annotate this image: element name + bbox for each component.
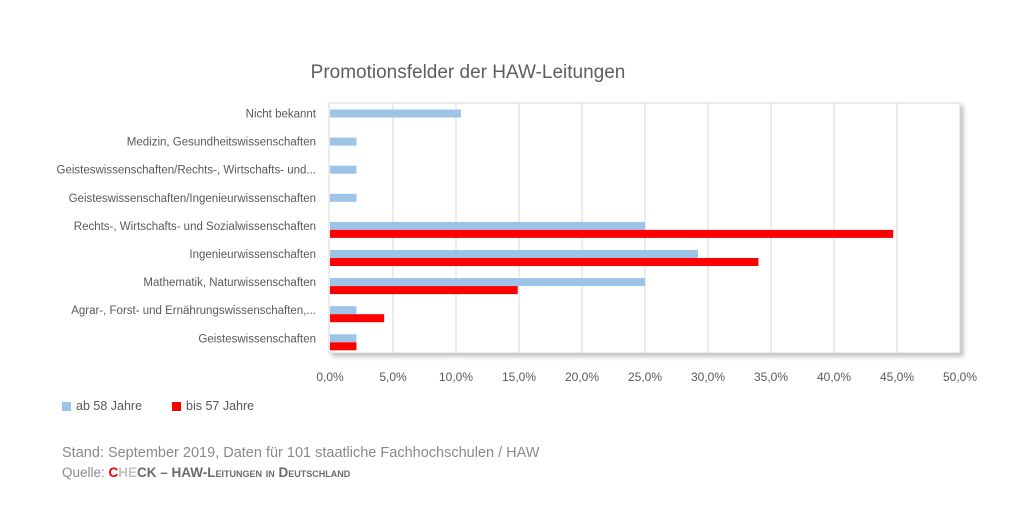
- legend-item-bis-57: bis 57 Jahre: [172, 399, 254, 413]
- source-line: Quelle: CHECK – HAW-Leitungen in Deutsch…: [62, 465, 350, 480]
- x-tick-label: 25,0%: [628, 370, 662, 384]
- category-label: Rechts-, Wirtschafts- und Sozialwissensc…: [74, 221, 316, 233]
- legend-label: bis 57 Jahre: [186, 399, 255, 413]
- brand-c: C: [108, 465, 119, 480]
- x-tick-label: 5,0%: [379, 370, 407, 384]
- bar-chart: Nicht bekannt Medizin, Gesundheitswissens…: [57, 102, 977, 384]
- category-label: Geisteswissenschaften: [198, 333, 316, 345]
- bar-ab-58: [330, 165, 357, 174]
- bar-bis-57: [330, 229, 894, 238]
- bar-ab-58: [330, 137, 357, 146]
- x-tick-label: 35,0%: [754, 370, 788, 384]
- category-label: Geisteswissenschaften/Ingenieurwissensch…: [69, 193, 316, 205]
- bar-ab-58: [330, 221, 645, 230]
- category-label: Medizin, Gesundheitswissenschaften: [127, 137, 316, 149]
- bars: [330, 109, 894, 351]
- category-label: Geisteswissenschaften/Rechts-, Wirtschaf…: [57, 165, 316, 177]
- source-prefix: Quelle:: [62, 465, 109, 480]
- bar-bis-57: [330, 342, 357, 351]
- legend-item-ab-58: ab 58 Jahre: [62, 399, 142, 413]
- category-label: Mathematik, Naturwissenschaften: [143, 277, 316, 289]
- legend-swatch-red: [172, 401, 182, 411]
- x-tick-label: 0,0%: [316, 370, 344, 384]
- brand-he: HE: [118, 465, 138, 480]
- bar-bis-57: [330, 314, 385, 323]
- category-label: Ingenieurwissenschaften: [189, 249, 316, 261]
- bar-ab-58: [330, 109, 462, 118]
- brand-ck: CK: [137, 465, 157, 480]
- x-tick-label: 10,0%: [439, 370, 473, 384]
- bar-ab-58: [330, 278, 645, 287]
- source-title: – HAW-Leitungen in Deutschland: [156, 465, 351, 480]
- bar-ab-58: [330, 250, 698, 258]
- bar-bis-57: [330, 258, 759, 266]
- category-labels: Nicht bekannt Medizin, Gesundheitswissens…: [57, 109, 317, 346]
- legend-swatch-blue: [62, 401, 71, 411]
- x-tick-label: 50,0%: [943, 370, 977, 384]
- check-logo: CHECK: [109, 465, 157, 480]
- category-label: Nicht bekannt: [246, 109, 317, 121]
- bar-ab-58: [330, 193, 357, 202]
- data-note: Stand: September 2019, Daten für 101 sta…: [62, 445, 540, 461]
- category-label: Agrar-, Forst- und Ernährungswissenschaf…: [71, 305, 316, 317]
- x-tick-label: 45,0%: [880, 370, 914, 384]
- x-tick-label: 20,0%: [565, 370, 599, 384]
- bar-ab-58: [330, 306, 357, 315]
- chart-title-text: Promotionsfelder der HAW-Leitungen: [310, 62, 626, 83]
- x-axis-ticks: 0,0% 5,0% 10,0% 15,0% 20,0% 25,0% 30,0% 35,0% 40…: [316, 370, 977, 384]
- chart-title: Promotionsfelder der HAW-Leitungen: [0, 62, 924, 84]
- x-tick-label: 15,0%: [502, 370, 536, 384]
- legend: ab 58 Jahre bis 57 Jahre: [62, 399, 254, 413]
- legend-label: ab 58 Jahre: [76, 399, 143, 413]
- x-tick-label: 30,0%: [691, 370, 725, 384]
- bar-bis-57: [330, 286, 518, 295]
- bar-ab-58: [330, 334, 357, 343]
- x-tick-label: 40,0%: [817, 370, 851, 384]
